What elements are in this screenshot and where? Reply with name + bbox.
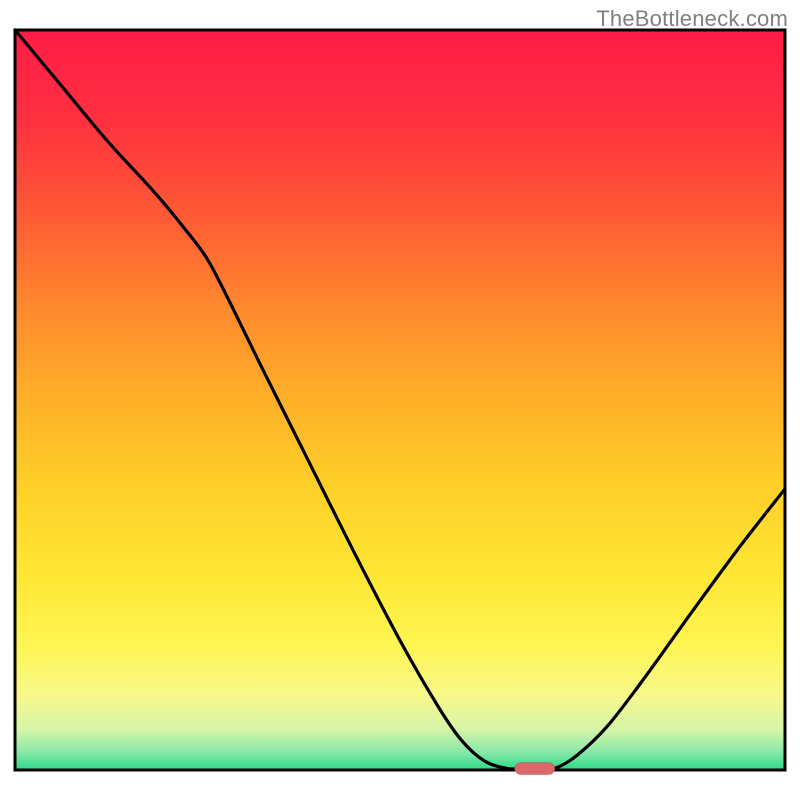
chart-container: TheBottleneck.com: [0, 0, 800, 800]
watermark-text: TheBottleneck.com: [596, 6, 788, 32]
gradient-background: [15, 30, 785, 770]
chart-svg: [0, 0, 800, 800]
optimal-marker: [515, 763, 555, 775]
